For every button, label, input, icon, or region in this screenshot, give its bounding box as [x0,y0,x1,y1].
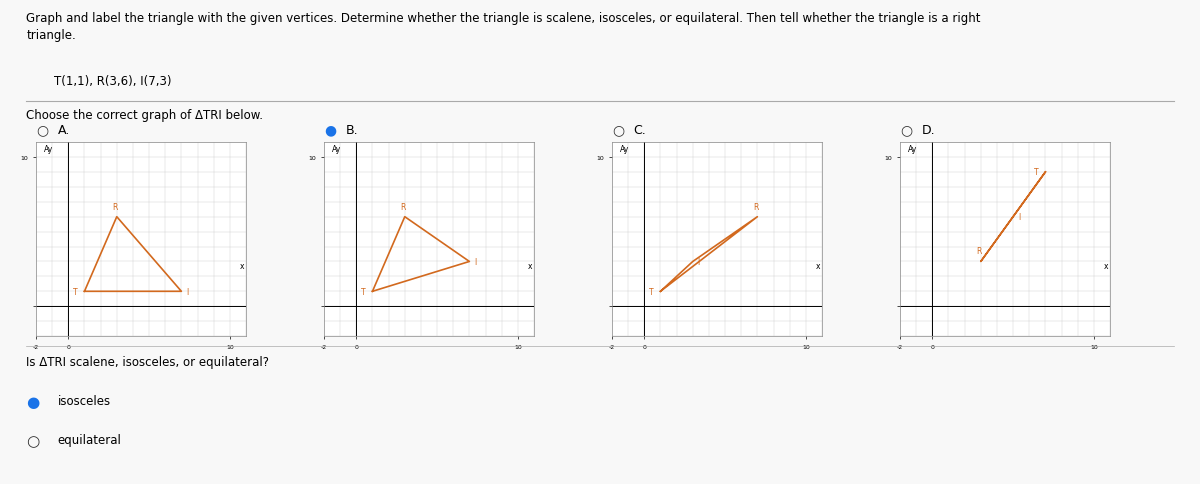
Text: x: x [1104,261,1108,270]
Text: T: T [73,287,78,296]
Text: T: T [649,287,654,296]
Text: T: T [361,287,366,296]
Text: ○: ○ [900,123,912,137]
Text: ●: ● [26,394,40,409]
Text: x: x [816,261,820,270]
Text: x: x [239,261,244,270]
Text: equilateral: equilateral [58,433,121,446]
Text: I: I [474,257,476,266]
Text: Graph and label the triangle with the given vertices. Determine whether the tria: Graph and label the triangle with the gi… [26,12,980,42]
Text: ○: ○ [26,433,40,448]
Text: A.: A. [58,123,70,136]
Text: D.: D. [922,123,935,136]
Text: R: R [754,202,758,212]
Text: ○: ○ [612,123,624,137]
Text: Choose the correct graph of ΔTRI below.: Choose the correct graph of ΔTRI below. [26,109,264,122]
Text: Ay: Ay [908,145,918,154]
Text: T(1,1), R(3,6), I(7,3): T(1,1), R(3,6), I(7,3) [54,75,172,88]
Text: R: R [113,202,118,212]
Text: I: I [1018,213,1020,222]
Text: C.: C. [634,123,647,136]
Text: R: R [401,202,406,212]
Text: isosceles: isosceles [58,394,110,408]
Text: ●: ● [324,123,336,137]
Text: Ay: Ay [620,145,630,154]
Text: Is ΔTRI scalene, isosceles, or equilateral?: Is ΔTRI scalene, isosceles, or equilater… [26,356,269,369]
Text: Ay: Ay [44,145,54,154]
Text: I: I [186,287,188,296]
Text: ○: ○ [36,123,48,137]
Text: B.: B. [346,123,359,136]
Text: Ay: Ay [332,145,342,154]
Text: R: R [977,247,982,256]
Text: x: x [528,261,532,270]
Text: I: I [697,257,700,266]
Text: T: T [1034,168,1039,177]
